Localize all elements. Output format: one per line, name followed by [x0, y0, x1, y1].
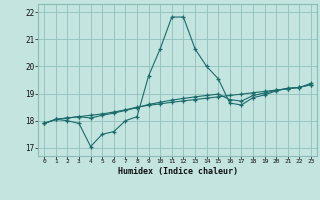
X-axis label: Humidex (Indice chaleur): Humidex (Indice chaleur): [118, 167, 238, 176]
